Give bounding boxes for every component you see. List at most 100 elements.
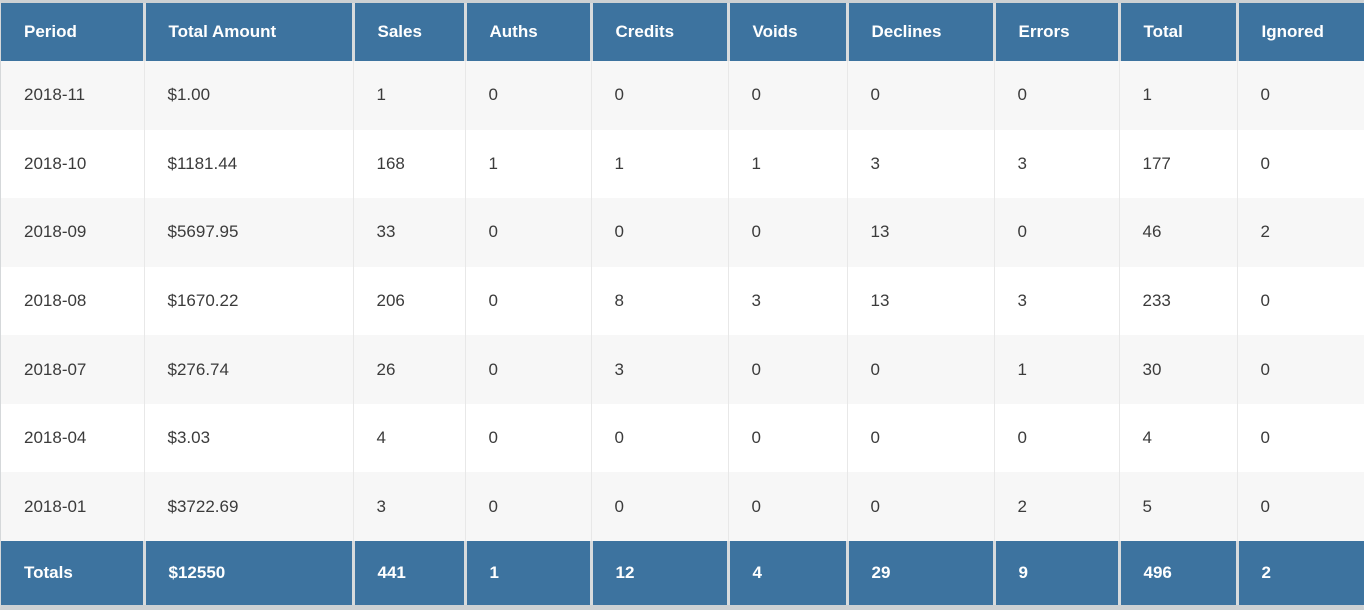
totals-auths: 1 (463, 541, 591, 605)
totals-row: Totals $12550 441 1 12 4 29 9 496 2 (1, 541, 1364, 605)
cell-total: 30 (1118, 335, 1237, 404)
cell-credits: 0 (590, 198, 728, 267)
header-cell-errors: Errors (992, 3, 1119, 61)
cell-ignored: 0 (1236, 403, 1364, 473)
transaction-summary-table: Period Total Amount Sales Auths Credits … (1, 3, 1364, 605)
cell-total: 5 (1118, 472, 1237, 541)
cell-auths: 0 (464, 472, 591, 541)
cell-total-amount: $276.74 (143, 335, 353, 404)
cell-ignored: 0 (1236, 472, 1364, 541)
header-cell-voids: Voids (726, 3, 847, 61)
totals-total: 496 (1117, 541, 1237, 605)
cell-auths: 0 (464, 403, 591, 473)
cell-total: 4 (1118, 403, 1237, 473)
cell-sales: 206 (352, 266, 465, 336)
cell-total-amount: $3.03 (143, 403, 353, 473)
totals-voids: 4 (726, 541, 847, 605)
cell-declines: 0 (846, 403, 994, 473)
header-cell-total-amount: Total Amount (142, 3, 353, 61)
cell-period: 2018-11 (1, 61, 144, 130)
cell-credits: 0 (590, 61, 728, 130)
totals-credits: 12 (589, 541, 728, 605)
cell-sales: 33 (352, 198, 465, 267)
header-cell-ignored: Ignored (1235, 3, 1364, 61)
table-row: 2018-01 $3722.69 3 0 0 0 0 2 5 0 (1, 472, 1364, 541)
totals-declines: 29 (845, 541, 994, 605)
cell-declines: 0 (846, 472, 994, 541)
cell-period: 2018-10 (1, 129, 144, 199)
cell-voids: 0 (727, 61, 847, 130)
cell-errors: 0 (993, 61, 1119, 130)
cell-sales: 26 (352, 335, 465, 404)
cell-total: 177 (1118, 129, 1237, 199)
cell-total: 1 (1118, 61, 1237, 130)
cell-errors: 2 (993, 472, 1119, 541)
cell-credits: 1 (590, 129, 728, 199)
header-cell-credits: Credits (589, 3, 728, 61)
cell-period: 2018-07 (1, 335, 144, 404)
cell-voids: 0 (727, 403, 847, 473)
totals-sales: 441 (351, 541, 465, 605)
cell-sales: 168 (352, 129, 465, 199)
cell-ignored: 0 (1236, 129, 1364, 199)
cell-errors: 0 (993, 403, 1119, 473)
cell-auths: 0 (464, 335, 591, 404)
cell-total: 233 (1118, 266, 1237, 336)
cell-ignored: 0 (1236, 61, 1364, 130)
table-row: 2018-10 $1181.44 168 1 1 1 3 3 177 0 (1, 129, 1364, 199)
cell-period: 2018-09 (1, 198, 144, 267)
cell-total-amount: $3722.69 (143, 472, 353, 541)
cell-declines: 3 (846, 129, 994, 199)
totals-ignored: 2 (1235, 541, 1364, 605)
cell-period: 2018-04 (1, 403, 144, 473)
cell-voids: 0 (727, 472, 847, 541)
cell-errors: 3 (993, 129, 1119, 199)
header-cell-sales: Sales (351, 3, 465, 61)
table-row: 2018-09 $5697.95 33 0 0 0 13 0 46 2 (1, 198, 1364, 267)
cell-declines: 13 (846, 266, 994, 336)
cell-voids: 1 (727, 129, 847, 199)
cell-sales: 3 (352, 472, 465, 541)
cell-declines: 0 (846, 61, 994, 130)
cell-total-amount: $1181.44 (143, 129, 353, 199)
cell-auths: 0 (464, 198, 591, 267)
cell-auths: 1 (464, 129, 591, 199)
cell-credits: 3 (590, 335, 728, 404)
table-row: 2018-04 $3.03 4 0 0 0 0 0 4 0 (1, 403, 1364, 473)
cell-total: 46 (1118, 198, 1237, 267)
totals-label: Totals (1, 541, 144, 605)
cell-declines: 13 (846, 198, 994, 267)
cell-ignored: 2 (1236, 198, 1364, 267)
cell-voids: 3 (727, 266, 847, 336)
cell-auths: 0 (464, 61, 591, 130)
header-cell-period: Period (1, 3, 144, 61)
table-row: 2018-07 $276.74 26 0 3 0 0 1 30 0 (1, 335, 1364, 404)
cell-total-amount: $1.00 (143, 61, 353, 130)
header-row: Period Total Amount Sales Auths Credits … (1, 3, 1364, 61)
cell-credits: 8 (590, 266, 728, 336)
cell-credits: 0 (590, 403, 728, 473)
header-cell-auths: Auths (463, 3, 591, 61)
cell-errors: 0 (993, 198, 1119, 267)
cell-ignored: 0 (1236, 266, 1364, 336)
cell-total-amount: $5697.95 (143, 198, 353, 267)
cell-credits: 0 (590, 472, 728, 541)
header-cell-total: Total (1117, 3, 1237, 61)
cell-errors: 1 (993, 335, 1119, 404)
cell-auths: 0 (464, 266, 591, 336)
totals-total-amount: $12550 (142, 541, 353, 605)
cell-period: 2018-08 (1, 266, 144, 336)
cell-declines: 0 (846, 335, 994, 404)
cell-sales: 1 (352, 61, 465, 130)
cell-sales: 4 (352, 403, 465, 473)
cell-errors: 3 (993, 266, 1119, 336)
cell-total-amount: $1670.22 (143, 266, 353, 336)
header-cell-declines: Declines (845, 3, 994, 61)
cell-period: 2018-01 (1, 472, 144, 541)
totals-errors: 9 (992, 541, 1119, 605)
cell-voids: 0 (727, 198, 847, 267)
cell-voids: 0 (727, 335, 847, 404)
cell-ignored: 0 (1236, 335, 1364, 404)
table-row: 2018-08 $1670.22 206 0 8 3 13 3 233 0 (1, 266, 1364, 336)
